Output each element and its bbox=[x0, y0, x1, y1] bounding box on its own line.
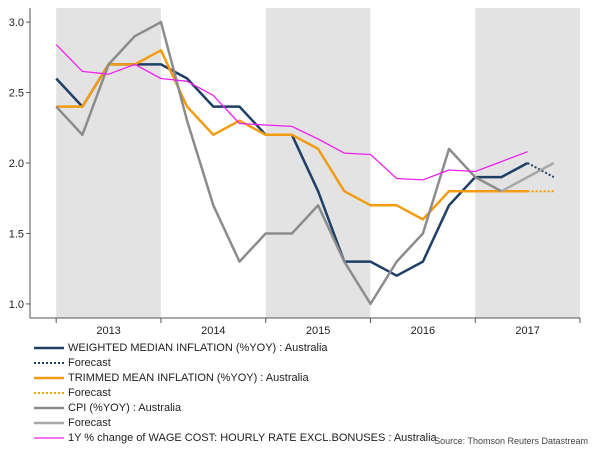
x-tick-label: 2017 bbox=[515, 325, 539, 337]
x-tick-label: 2015 bbox=[306, 325, 330, 337]
series-line bbox=[500, 161, 555, 193]
y-tick-label: 1.5 bbox=[9, 228, 24, 240]
legend-entry: TRIMMED MEAN INFLATION (%YOY) : Australi… bbox=[30, 370, 590, 385]
legend-swatch bbox=[34, 343, 64, 353]
x-tick-label: 2013 bbox=[96, 325, 120, 337]
legend-swatch bbox=[34, 388, 64, 398]
legend-swatch bbox=[34, 433, 64, 443]
series-line bbox=[55, 44, 528, 181]
legend-entry: 1Y % change of WAGE COST: HOURLY RATE EX… bbox=[30, 430, 590, 445]
legend-entry: Forecast bbox=[30, 385, 590, 400]
legend-label: Forecast bbox=[68, 416, 111, 429]
legend-entry: Forecast bbox=[30, 415, 590, 430]
y-tick-label: 2.0 bbox=[9, 158, 24, 170]
legend-label: Forecast bbox=[68, 386, 111, 399]
legend-swatch bbox=[34, 418, 64, 428]
series-4 bbox=[55, 20, 502, 306]
shaded-band-2013 bbox=[56, 8, 161, 318]
legend-swatch bbox=[34, 373, 64, 383]
y-tick-label: 2.5 bbox=[9, 88, 24, 100]
shaded-bands bbox=[56, 8, 580, 318]
shaded-band-2015 bbox=[265, 8, 371, 318]
series-1 bbox=[527, 162, 555, 178]
source-note: Source: Thomson Reuters Datastream bbox=[434, 436, 588, 446]
legend-label: WEIGHTED MEDIAN INFLATION (%YOY) : Austr… bbox=[68, 341, 328, 354]
y-tick-label: 3.0 bbox=[9, 17, 24, 29]
legend-swatch bbox=[34, 403, 64, 413]
legend-swatch bbox=[34, 358, 64, 368]
y-tick-label: 1.0 bbox=[9, 299, 24, 311]
legend-entry: WEIGHTED MEDIAN INFLATION (%YOY) : Austr… bbox=[30, 340, 590, 355]
legend-entry: CPI (%YOY) : Australia bbox=[30, 400, 590, 415]
series-line bbox=[527, 162, 555, 178]
legend: WEIGHTED MEDIAN INFLATION (%YOY) : Austr… bbox=[30, 340, 590, 445]
series-5 bbox=[500, 161, 555, 193]
legend-label: TRIMMED MEAN INFLATION (%YOY) : Australi… bbox=[68, 371, 309, 384]
legend-label: Forecast bbox=[68, 356, 111, 369]
legend-entry: Forecast bbox=[30, 355, 590, 370]
x-tick-label: 2014 bbox=[201, 325, 225, 337]
legend-label: CPI (%YOY) : Australia bbox=[68, 401, 182, 414]
legend-label: 1Y % change of WAGE COST: HOURLY RATE EX… bbox=[68, 431, 437, 444]
series-line bbox=[55, 20, 502, 306]
x-tick-label: 2016 bbox=[411, 325, 435, 337]
plot-area: 1.0 1.5 2.0 2.5 3.0 2013 2014 2015 2016 2017 bbox=[9, 8, 581, 337]
series-6 bbox=[55, 44, 528, 181]
